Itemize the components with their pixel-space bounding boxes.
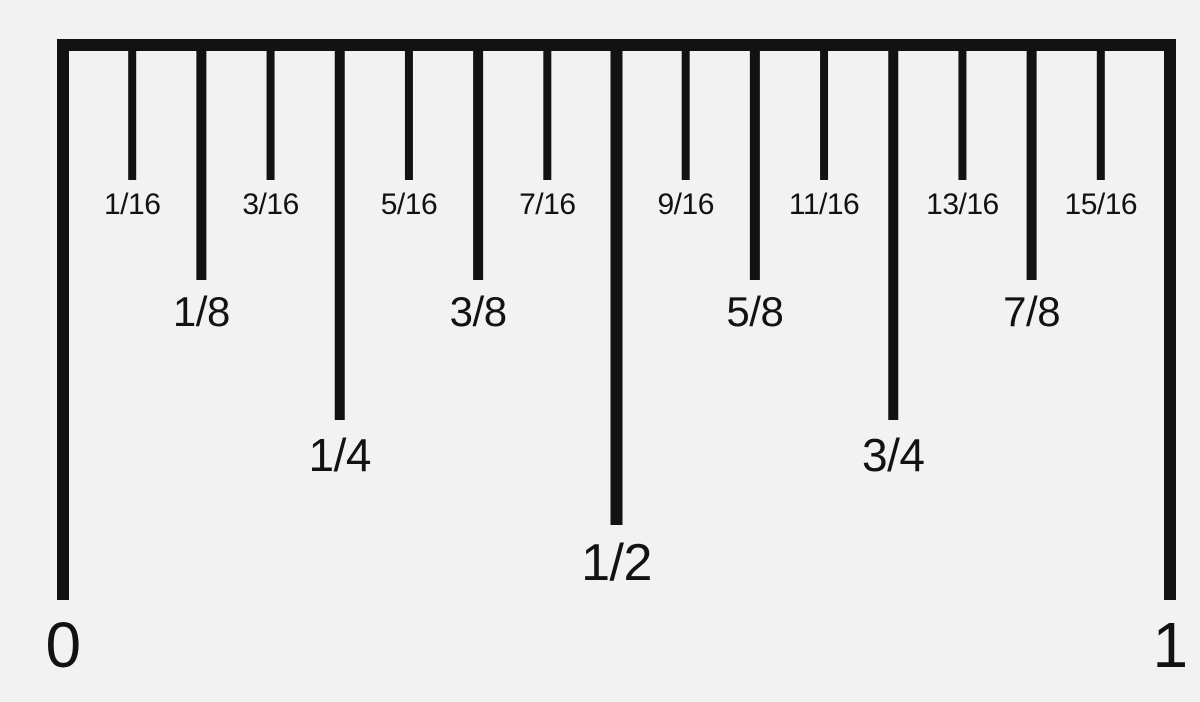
tick-label: 7/8: [1003, 288, 1060, 336]
tick-label: 7/16: [519, 188, 575, 222]
tick-label: 1/4: [309, 428, 371, 482]
tick-label: 3/16: [242, 188, 298, 222]
tick-label: 1/16: [104, 188, 160, 222]
tick-label: 3/8: [450, 288, 507, 336]
tick-label: 3/4: [862, 428, 924, 482]
tick-label: 5/8: [726, 288, 783, 336]
ruler-diagram: 0 1/16 1/8 3/16 1/4 5/16 3/8 7/16 1/2 9/16 5/8 11/1…: [0, 0, 1200, 702]
tick-label: 13/16: [926, 188, 999, 222]
tick-label: 15/16: [1065, 188, 1138, 222]
ruler-svg: [0, 0, 1200, 702]
tick-label: 1/8: [173, 288, 230, 336]
tick-label: 5/16: [381, 188, 437, 222]
tick-label: 11/16: [789, 188, 859, 222]
tick-label: 9/16: [657, 188, 713, 222]
tick-label: 1/2: [581, 533, 652, 593]
tick-label: 1: [1152, 608, 1187, 682]
tick-label: 0: [45, 608, 80, 682]
